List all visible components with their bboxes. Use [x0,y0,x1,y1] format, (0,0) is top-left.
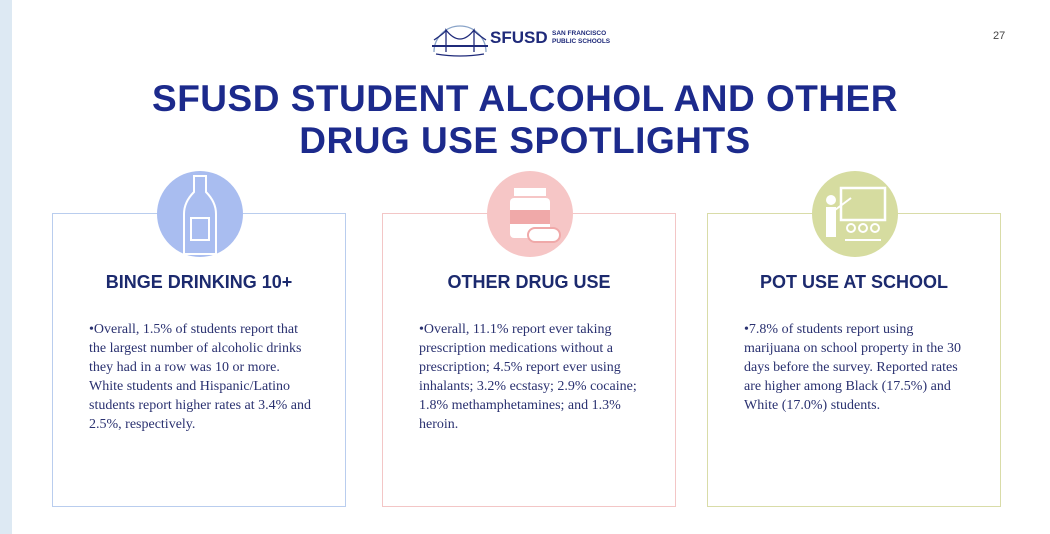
logo-subtext-line: SAN FRANCISCO [552,30,607,37]
card-text: Overall, 1.5% of students report that th… [89,320,311,434]
card-heading: OTHER DRUG USE [447,272,611,292]
side-strip [0,0,12,534]
card: BINGE DRINKING 10+ Overall, 1.5% of stud… [52,213,346,507]
classroom-icon [812,171,898,257]
card-heading: POT USE AT SCHOOL [759,272,948,292]
slide-title: DRUG USE SPOTLIGHTS [299,120,751,161]
page-number: 27 [993,30,1006,42]
bottle-icon [157,171,243,257]
card: POT USE AT SCHOOL 7.8% of students repor… [707,213,1001,507]
logo-subtext: SAN FRANCISCO PUBLIC SCHOOLS [552,30,610,46]
card-text: Overall, 11.1% report ever taking prescr… [419,320,641,434]
logo-icon [432,25,488,57]
card-heading: BINGE DRINKING 10+ [105,272,293,292]
pill-icon [487,171,573,257]
logo-subtext-line: PUBLIC SCHOOLS [552,38,611,45]
logo-text: SFUSD [490,28,548,47]
card-text: 7.8% of students report using marijuana … [744,320,966,415]
slide-title: SFUSD STUDENT ALCOHOL AND OTHER [152,78,898,119]
